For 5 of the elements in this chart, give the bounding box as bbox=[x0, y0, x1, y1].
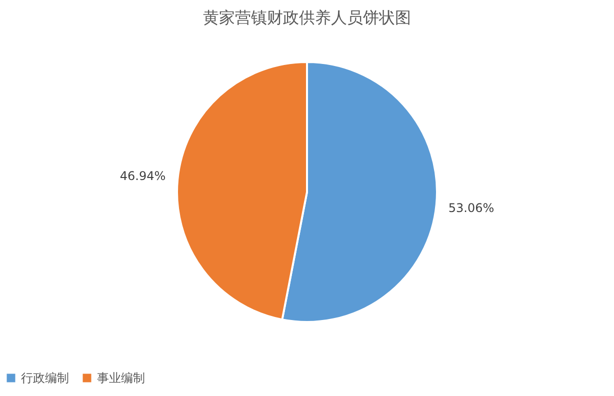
legend-label: 事业编制 bbox=[97, 371, 145, 385]
data-label: 46.94% bbox=[120, 169, 166, 184]
legend-label: 行政编制 bbox=[21, 371, 69, 385]
chart-title: 黄家营镇财政供养人员饼状图 bbox=[203, 8, 411, 27]
data-label: 53.06% bbox=[448, 200, 494, 215]
